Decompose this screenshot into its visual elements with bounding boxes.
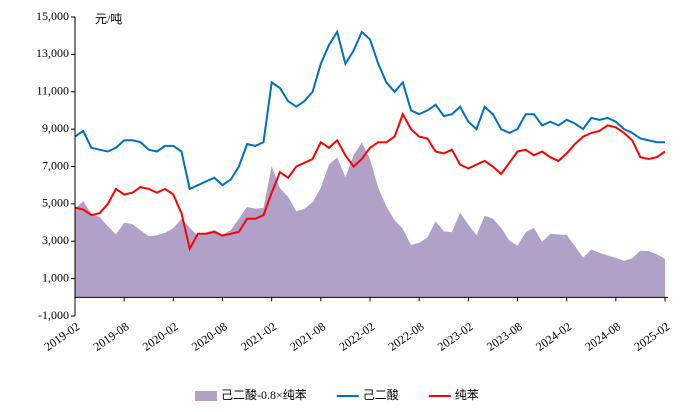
x-tick-label: 2020-08 <box>189 319 230 353</box>
y-tick-label: 1,000 <box>42 270 69 284</box>
y-tick-label: 11,000 <box>36 84 69 98</box>
line <box>74 111 666 252</box>
x-tick-label: 2021-02 <box>238 319 279 353</box>
y-tick-label: 5,000 <box>42 196 69 210</box>
y-tick-label: 13,000 <box>36 46 69 60</box>
y-tick-label: 9,000 <box>42 121 69 135</box>
x-tick-label: 2022-08 <box>386 319 427 353</box>
x-tick-label: 2019-02 <box>42 319 83 353</box>
x-tick-label: 2022-02 <box>337 319 378 353</box>
y-tick-label: 7,000 <box>42 158 69 172</box>
x-tick-label: 2024-08 <box>582 319 623 353</box>
x-tick-label: 2021-08 <box>287 319 328 353</box>
x-tick-label: 2020-02 <box>140 319 181 353</box>
x-tick-label: 2024-02 <box>533 319 574 353</box>
y-tick-label: 3,000 <box>42 233 69 247</box>
legend-swatch <box>195 391 217 401</box>
line <box>74 29 665 191</box>
unit-label: 元/吨 <box>95 12 122 26</box>
x-tick-label: 2023-02 <box>435 319 476 353</box>
x-tick-label: 2025-02 <box>632 319 673 353</box>
x-tick-label: 2023-08 <box>484 319 525 353</box>
area <box>75 142 665 298</box>
y-tick-label: 15,000 <box>36 9 69 23</box>
legend-label: 己二酸-0.8×纯苯 <box>221 387 307 402</box>
x-tick-label: 2019-08 <box>91 319 132 353</box>
legend-label: 己二酸 <box>363 387 399 402</box>
y-tick-label: -1,000 <box>38 308 69 322</box>
legend-label: 纯苯 <box>455 388 479 402</box>
